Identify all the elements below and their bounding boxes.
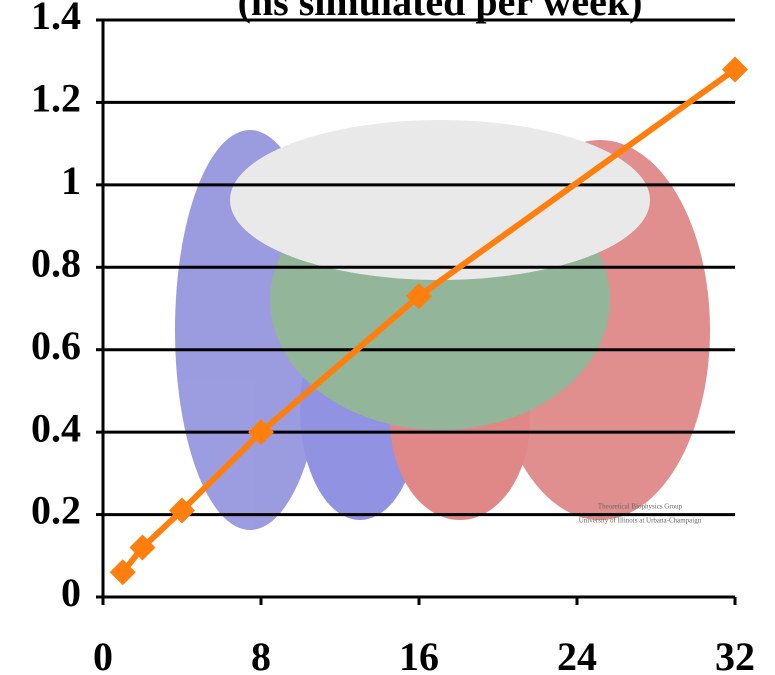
- x-tick-label: 0: [93, 634, 113, 675]
- x-tick-label: 16: [399, 634, 439, 675]
- x-tick-label: 32: [715, 634, 755, 675]
- background-protein: [175, 120, 710, 530]
- chart: (ns simulated per week) Theoretical Biop…: [0, 0, 775, 675]
- y-tick-label: 0.8: [31, 240, 81, 285]
- y-tick-label: 0.6: [31, 323, 81, 368]
- x-tick-label: 24: [557, 634, 597, 675]
- y-tick-label: 1: [61, 158, 81, 203]
- annotation: University of Illinois at Urbana-Champai…: [579, 517, 702, 525]
- y-tick-label: 0: [61, 570, 81, 615]
- y-tick-label: 0.2: [31, 488, 81, 533]
- y-tick-label: 1.4: [31, 0, 81, 38]
- x-tick-label: 8: [251, 634, 271, 675]
- annotation: Theoretical Biophysics Group: [598, 503, 683, 511]
- y-tick-label: 0.4: [31, 405, 81, 450]
- y-tick-label: 1.2: [31, 76, 81, 121]
